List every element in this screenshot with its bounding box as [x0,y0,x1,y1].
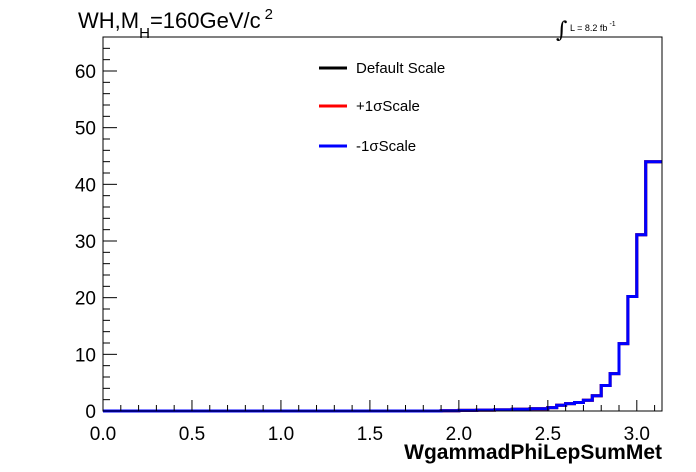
legend-label: -1σScale [356,138,416,155]
legend: Default Scale +1σScale -1σScale [319,60,445,155]
title-subscript: H [139,25,150,42]
x-axis: 0.0 0.5 1.0 1.5 2.0 2.5 3.0 [90,400,656,445]
y-tick-label: 10 [75,345,96,366]
legend-entry: -1σScale [319,138,416,155]
x-tick-label: 2.5 [535,424,561,445]
x-tick-label: 1.5 [357,424,383,445]
luminosity-label: ∫ L = 8.2 fb -1 [556,12,616,43]
lumi-superscript: -1 [609,21,616,28]
x-tick-label: 2.0 [446,424,472,445]
legend-label: +1σScale [356,98,420,115]
plot-frame [102,36,663,412]
series-line-1 [103,160,662,413]
lumi-text: L = 8.2 fb [569,23,608,33]
y-tick-label: 0 [85,402,96,423]
legend-label: Default Scale [356,60,445,77]
legend-entry: +1σScale [319,98,420,115]
legend-entry: Default Scale [319,60,445,77]
series-line-2 [103,160,662,413]
y-tick-label: 20 [75,289,96,310]
x-tick-label: 0.5 [179,424,205,445]
y-tick-label: 40 [75,175,96,196]
x-tick-label: 3.0 [624,424,650,445]
series-layer [103,160,662,413]
y-axis: 0 10 20 30 40 50 60 [75,36,117,423]
series-line-0 [103,160,662,413]
y-tick-label: 60 [75,62,96,83]
chart-title: WH,MH=160GeV/c 2 [78,6,273,42]
x-axis-label: WgammadPhiLepSumMet [404,441,662,464]
title-rest: =160GeV/c [149,8,261,33]
title-main: WH,M [78,8,140,33]
y-tick-label: 50 [75,119,96,140]
x-tick-label: 1.0 [268,424,294,445]
title-superscript: 2 [264,6,273,23]
x-tick-label: 0.0 [90,424,116,445]
integral-sign: ∫ [556,18,568,43]
y-tick-label: 30 [75,232,96,253]
